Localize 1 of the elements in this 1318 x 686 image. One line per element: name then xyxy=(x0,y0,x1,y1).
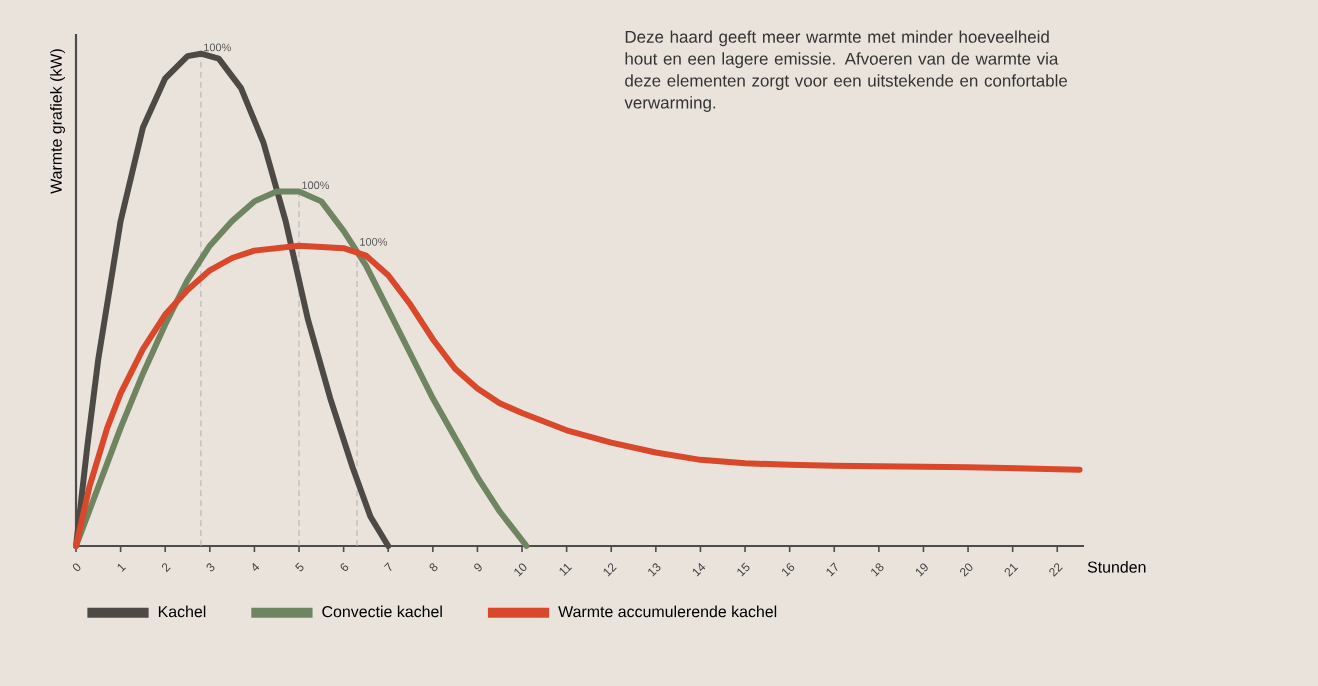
annotation: Deze haard geeft meer warmte met minder hoeveelheid hout en een lagere emissie. Afvoeren van de warmte via deze elementen zorgt voor een uitstekende en confortable verwarming. xyxy=(624,30,1068,112)
